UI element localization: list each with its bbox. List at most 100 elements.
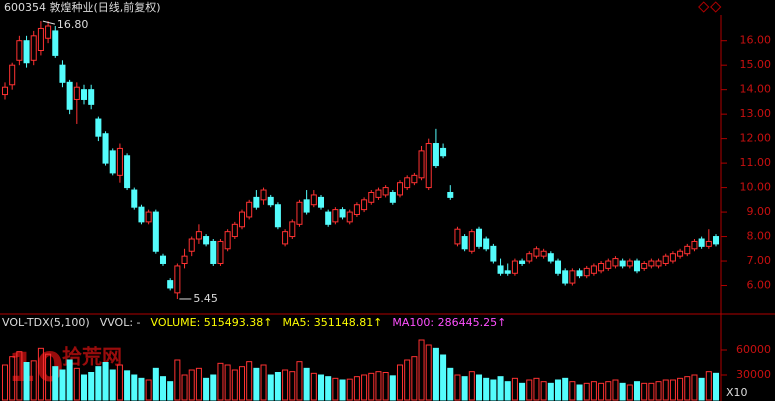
candle-body [167,280,174,289]
candle-body [88,89,95,105]
volume-bar [396,364,404,401]
volume-bar [648,382,655,401]
candle-body [303,199,310,213]
volume-bar [368,372,375,401]
candle-body [375,189,382,198]
volume-bar [66,359,73,401]
candle-body [382,187,389,196]
icon[interactable] [710,1,722,13]
volume-bar [274,372,281,401]
volume-bar [389,375,396,401]
volume-bar [317,374,325,401]
candle-body [691,240,698,250]
volume-bar [533,377,540,401]
volume-bar [677,377,684,401]
candle-body [605,260,612,269]
candle-body [612,258,619,267]
annotation-label: 16.80 [57,18,88,31]
y-tick-label: 12.00 [740,132,772,145]
volume-bar [404,359,411,401]
volume-bar [698,377,705,401]
volume-bar [152,367,159,401]
candle-body [159,255,167,264]
candle-body [246,201,253,218]
candle-body [540,250,547,257]
y2-unit: X10 [726,386,748,399]
volume-bar [382,372,389,401]
y-tick-label: 10.00 [740,181,772,194]
candle-body [37,27,44,51]
candle-body [109,150,116,174]
candle-body [404,177,411,189]
volume-bar [468,371,475,401]
candle-body [30,35,37,61]
volume-bar [332,377,339,401]
volume-bar [590,381,597,401]
candle-body [16,40,23,61]
volume-bar [231,369,238,401]
volume-bar [1,364,9,401]
candle-body [454,228,461,245]
volume-bar [361,374,368,401]
y-tick-label: 8.00 [747,230,772,243]
volume-bar [353,376,360,401]
volume-bar [109,369,116,401]
candle-body [80,89,88,100]
candle-body [289,221,296,238]
volume-bar [325,376,332,401]
volume-bar [684,376,691,401]
candle-body [633,260,641,272]
candle-body [45,25,52,39]
candle-body [677,250,684,257]
indicator-label: MA100: 286445.25↑ [392,316,506,329]
y-tick-label: 11.00 [740,156,772,169]
candle-body [152,211,159,252]
volume-bar [346,378,353,401]
y-tick-label: 7.00 [747,254,772,267]
candle-body [684,245,691,255]
volume-bar [174,359,181,401]
indicator-label: MA5: 351148.81↑ [282,316,382,329]
candle-body [238,211,246,228]
volume-bar [253,367,260,401]
candle-body [411,174,418,184]
candle-body [124,155,131,189]
candle-body [102,133,109,164]
annotation-label: 5.45 [193,292,218,305]
volume-bar [145,379,152,401]
y-tick-label: 16.00 [740,34,772,47]
candle-body [712,236,720,245]
candle-body [346,211,353,223]
candle-body [619,260,626,267]
candle-body [547,253,554,262]
candle-body [662,255,669,264]
indicator-label: VVOL: - [100,316,141,329]
annotation-arrow [42,20,56,25]
volume-bar [461,376,468,401]
volume-bar [238,366,246,401]
candle-body [138,206,145,223]
volume-bar [432,347,439,401]
candle-body [669,253,676,262]
candle-body [447,191,454,198]
candle-body [23,40,30,64]
candle-body [203,236,210,245]
icon[interactable] [698,1,710,13]
candle-body [504,270,511,274]
candle-body [1,86,9,96]
candle-body [274,204,281,228]
y2-tick-label: 60000 [736,343,771,356]
volume-bar [547,382,554,401]
volume-bar [454,374,461,401]
candle-body [9,64,16,86]
volume-bar [52,366,59,401]
candle-body [253,196,260,208]
volume-bar [224,364,231,401]
volume-bar [605,381,612,401]
volume-bar [181,374,188,401]
volume-bar [138,377,145,401]
candle-body [569,270,576,284]
candle-body [705,240,712,247]
volume-bar [260,364,267,401]
y-tick-label: 14.00 [740,83,772,96]
